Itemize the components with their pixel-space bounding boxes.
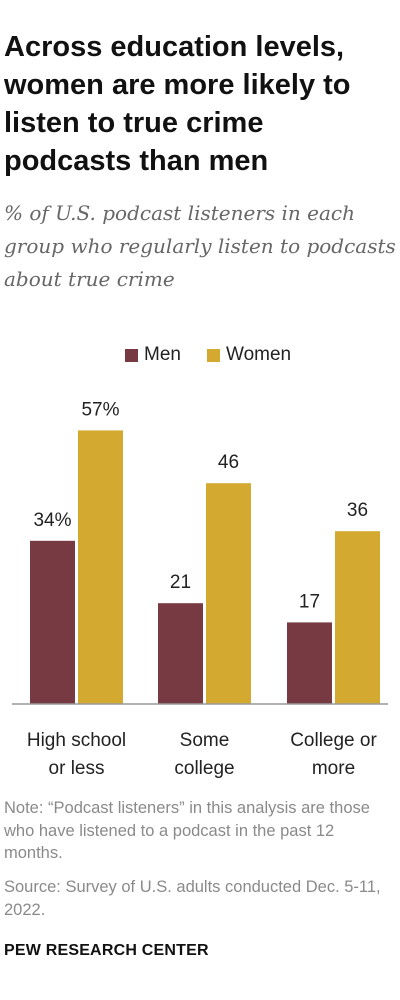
chart-subtitle: % of U.S. podcast listeners in each grou…: [4, 201, 396, 291]
chart-title: Across education levels, women are more …: [4, 31, 351, 177]
bar-men-0: [30, 540, 75, 704]
category-label-0-line-0: High school: [27, 730, 126, 751]
legend-swatch-men: [125, 348, 138, 362]
value-label-men-0: 34%: [33, 510, 71, 531]
legend-label-women: Women: [226, 344, 292, 365]
bar-women-1: [206, 483, 251, 704]
value-label-men-1: 21: [170, 572, 191, 593]
bar-chart: 34% 57% High school or less 21 46 Some college 1…: [12, 399, 388, 779]
category-label-1-line-1: college: [174, 758, 234, 779]
bar-men-2: [287, 622, 332, 704]
chart-source: Source: Survey of U.S. adults conducted …: [4, 878, 381, 919]
chart-note: Note: “Podcast listeners” in this analys…: [4, 799, 370, 862]
category-label-1-line-0: Some: [180, 730, 230, 751]
bar-women-2: [335, 531, 380, 704]
value-label-women-0: 57%: [81, 399, 119, 420]
legend-label-men: Men: [144, 344, 181, 365]
legend-item-women: Women: [207, 344, 291, 366]
value-label-men-2: 17: [299, 591, 320, 612]
value-label-women-2: 36: [347, 500, 368, 521]
chart-legend: Men Women: [0, 344, 400, 372]
category-label-2-line-1: more: [312, 758, 355, 779]
value-label-women-1: 46: [218, 452, 239, 473]
legend-swatch-women: [207, 348, 220, 362]
legend-item-men: Men: [125, 344, 181, 366]
category-label-2-line-0: College or: [290, 730, 377, 751]
bar-men-1: [158, 603, 203, 704]
category-label-0-line-1: or less: [49, 758, 105, 779]
bar-women-0: [78, 430, 123, 704]
brand-logo-text: PEW RESEARCH CENTER: [4, 942, 209, 959]
